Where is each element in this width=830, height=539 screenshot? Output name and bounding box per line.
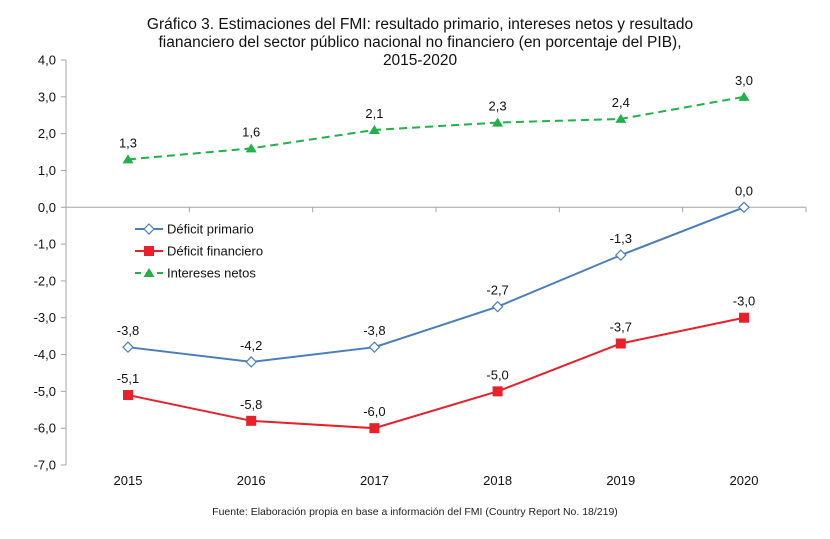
data-point-square (492, 386, 503, 397)
legend-label: Déficit financiero (167, 244, 263, 259)
data-label: 2,4 (612, 95, 630, 110)
series-line (127, 206, 745, 363)
legend: Déficit primario Déficit financiero Intere… (135, 222, 263, 281)
data-point-diamond (738, 201, 750, 214)
y-tick-label: 3,0 (38, 89, 56, 104)
legend-label: Intereses netos (167, 266, 256, 281)
data-point-diamond (122, 341, 134, 354)
x-tick-label: 2017 (360, 473, 389, 488)
x-tick-label: 2019 (606, 473, 635, 488)
data-label: 2,1 (365, 106, 383, 121)
data-point-triangle (122, 154, 134, 164)
data-label: -1,3 (610, 231, 632, 246)
data-point-triangle (738, 91, 750, 101)
data-label: -3,7 (610, 320, 632, 335)
data-point-square (369, 423, 380, 434)
data-point-triangle (492, 117, 504, 127)
source-note: Fuente: Elaboración propia en base a inf… (212, 506, 618, 518)
data-point-square (615, 338, 626, 349)
series-line (127, 316, 745, 430)
series-intereses-netos: 1,3 1,6 2,1 2,3 2,4 3,0 (119, 73, 753, 164)
data-point-diamond (143, 223, 155, 235)
chart-title-line-1: Gráfico 3. Estimaciones del FMI: resulta… (146, 16, 694, 33)
series-d-ficit-financiero: -5,1 -5,8 -6,0 -5,0 -3,7 -3,0 (117, 294, 755, 434)
x-tick-label: 2016 (237, 473, 266, 488)
data-label: 0,0 (735, 183, 753, 198)
x-tick-label: 2020 (730, 473, 759, 488)
series-d-ficit-primario: -3,8 -4,2 -3,8 -2,7 -1,3 0,0 (117, 183, 753, 368)
data-label: 1,3 (119, 135, 137, 150)
y-tick-label: -3,0 (34, 310, 56, 325)
data-label: -5,0 (486, 367, 508, 382)
data-point-triangle (143, 268, 155, 277)
y-tick-label: -4,0 (34, 347, 56, 362)
data-label: 1,6 (242, 124, 260, 139)
y-tick-label: -6,0 (34, 421, 56, 436)
axes: 4,03,02,01,00,0-1,0-2,0-3,0-4,0-5,0-6,0-… (34, 53, 807, 488)
y-tick-label: 0,0 (38, 200, 56, 215)
legend-item: Déficit primario (135, 222, 254, 237)
data-label: -2,7 (486, 283, 508, 298)
data-point-triangle (245, 143, 257, 153)
data-point-square (739, 312, 749, 323)
y-tick-label: -1,0 (34, 237, 56, 252)
data-point-diamond (614, 249, 627, 261)
data-point-triangle (615, 113, 627, 123)
chart-title: Gráfico 3. Estimaciones del FMI: resulta… (60, 16, 780, 70)
data-point-diamond (491, 300, 504, 313)
data-point-square (144, 246, 154, 256)
x-tick-label: 2018 (483, 473, 512, 488)
chart-title-line-2: fiananciero del sector público nacional … (158, 34, 682, 51)
data-label: -6,0 (363, 404, 385, 419)
legend-item: Intereses netos (135, 266, 256, 281)
data-label: -5,8 (240, 397, 262, 412)
legend-item: Déficit financiero (135, 244, 263, 259)
data-label: -4,2 (240, 338, 262, 353)
y-tick-label: 4,0 (38, 53, 56, 68)
series-line (127, 95, 745, 161)
y-tick-label: -5,0 (34, 384, 56, 399)
y-tick-label: 1,0 (38, 163, 56, 178)
data-point-square (123, 390, 133, 401)
data-label: -3,8 (363, 323, 385, 338)
data-label: 3,0 (735, 73, 753, 88)
data-point-triangle (368, 124, 380, 134)
data-label: -3,0 (733, 294, 755, 309)
legend-label: Déficit primario (167, 222, 254, 237)
y-tick-label: -7,0 (34, 458, 56, 473)
data-point-diamond (245, 356, 258, 368)
x-tick-label: 2015 (114, 473, 143, 488)
data-point-diamond (368, 341, 381, 354)
y-tick-label: 2,0 (38, 126, 56, 141)
data-label: -3,8 (117, 323, 139, 338)
chart-title-line-3: 2015-2020 (382, 52, 458, 69)
y-tick-label: -2,0 (34, 273, 56, 288)
data-label: 2,3 (489, 99, 507, 114)
data-point-square (246, 415, 257, 426)
series-layer: -3,8-4,2-3,8-2,7-1,30,0-5,1-5,8 -6,0-5,0-… (117, 73, 755, 434)
data-label: -5,1 (117, 371, 139, 386)
